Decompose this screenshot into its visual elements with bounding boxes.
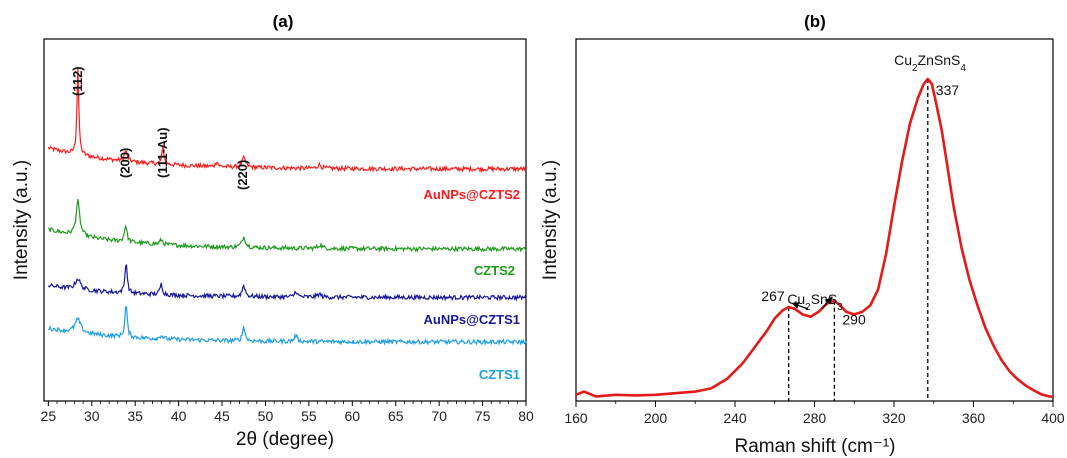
panel-b-y-axis-title: Intensity (a.u.) <box>540 160 561 280</box>
x-tick-label: 30 <box>84 408 100 424</box>
xrd-series-label: CZTS2 <box>474 263 515 278</box>
raman-annotation-arrow <box>791 302 809 310</box>
xrd-series-line <box>47 199 527 253</box>
xrd-series-label: AuNPs@CZTS1 <box>424 312 520 327</box>
x-tick-label: 55 <box>301 408 317 424</box>
panel-a-peak-labels: (112) (200) (111-Au) (220) <box>70 66 250 190</box>
x-tick-label: 40 <box>171 408 187 424</box>
panel-a-label: (a) <box>273 12 294 31</box>
panel-b-x-ticks: 160 200 240 280 320 360 400 <box>564 401 1065 426</box>
panel-b-peak-markers <box>788 79 929 401</box>
raman-phase-label: Cu2ZnSnS4 <box>894 52 966 74</box>
panel-b-x-axis-title: Raman shift (cm⁻¹) <box>735 436 896 457</box>
panel-b-series-group <box>575 77 1054 398</box>
x-tick-label: 60 <box>345 408 361 424</box>
xrd-series-label: AuNPs@CZTS2 <box>424 187 520 202</box>
panel-a-x-axis-title: 2θ (degree) <box>236 429 334 450</box>
x-tick-label: 45 <box>214 408 230 424</box>
panel-a: (a) (112) (200) (111-Au) (220) AuNPs@CZTS2 C… <box>11 12 534 450</box>
panel-a-series-labels: AuNPs@CZTS2 CZTS2 AuNPs@CZTS1 CZTS1 <box>424 187 520 382</box>
xrd-peak-label: (111-Au) <box>155 127 170 178</box>
x-tick-label: 320 <box>882 410 906 426</box>
x-tick-label: 65 <box>388 408 404 424</box>
panel-a-series-group <box>47 68 527 346</box>
xrd-series-label: CZTS1 <box>479 367 520 382</box>
xrd-series-line <box>47 264 527 302</box>
xrd-series-line <box>47 68 527 173</box>
panel-b-frame <box>575 38 1054 402</box>
panel-a-frame <box>43 38 527 402</box>
x-tick-label: 50 <box>258 408 274 424</box>
raman-peak-value-label: 290 <box>842 312 866 328</box>
raman-series-line <box>575 77 1054 398</box>
x-tick-label: 35 <box>127 408 143 424</box>
raman-annotation-arrow <box>821 296 833 310</box>
xrd-peak-label: (200) <box>118 148 133 178</box>
x-tick-label: 200 <box>644 410 668 426</box>
xrd-peak-label: (112) <box>70 66 85 96</box>
x-tick-label: 70 <box>431 408 447 424</box>
xrd-series-line <box>48 306 527 346</box>
x-tick-label: 360 <box>962 410 986 426</box>
x-tick-label: 80 <box>518 408 534 424</box>
panel-a-y-axis-title: Intensity (a.u.) <box>11 160 32 280</box>
panel-a-x-ticks: 25 30 35 40 45 50 55 60 65 70 75 80 <box>41 401 534 424</box>
raman-peak-value-label: 267 <box>761 288 785 304</box>
x-tick-label: 25 <box>41 408 57 424</box>
xrd-peak-label: (220) <box>235 160 250 190</box>
x-tick-label: 240 <box>723 410 747 426</box>
x-tick-label: 75 <box>475 408 491 424</box>
x-tick-label: 280 <box>803 410 827 426</box>
x-tick-label: 160 <box>564 410 588 426</box>
panel-b-label: (b) <box>804 12 826 31</box>
x-tick-label: 400 <box>1041 410 1065 426</box>
raman-peak-value-label: 337 <box>936 82 960 98</box>
